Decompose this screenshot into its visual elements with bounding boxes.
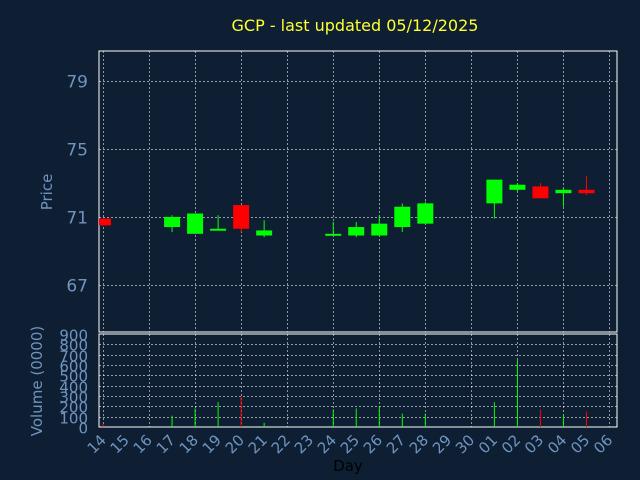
volume-plot-frame xyxy=(98,333,618,428)
price-tick-label: 71 xyxy=(66,209,88,229)
volume-tick-label: 100 xyxy=(59,410,88,428)
candle-body xyxy=(394,206,411,228)
candle-body xyxy=(509,184,526,190)
chart-title: GCP - last updated 05/12/2025 xyxy=(232,16,479,35)
price-axis-label: Price xyxy=(38,174,56,211)
volume-tick-label: 700 xyxy=(59,348,88,366)
candle-body xyxy=(348,227,365,236)
volume-tick-label: 200 xyxy=(59,399,88,417)
volume-tick-label: 900 xyxy=(59,327,88,345)
candle-body xyxy=(164,216,181,228)
candle-body xyxy=(256,230,273,236)
candle-body xyxy=(99,218,111,226)
candle-body xyxy=(371,223,388,236)
x-axis: 1415161718192021222324252627282930010203… xyxy=(84,431,617,457)
candle-body xyxy=(532,186,549,199)
candle-body xyxy=(325,233,342,236)
candle-body xyxy=(417,203,434,224)
candle-body xyxy=(578,189,595,194)
volume-tick-label: 800 xyxy=(59,337,88,355)
price-panel: 67 71 75 79 xyxy=(66,50,618,333)
candle-body xyxy=(187,213,204,234)
volume-tick-label: 500 xyxy=(59,368,88,386)
volume-tick-label: 300 xyxy=(59,389,88,407)
volume-tick-label: 0 xyxy=(78,420,88,438)
volume-axis-label: Volume (0000) xyxy=(28,326,46,436)
price-plot-frame xyxy=(98,50,618,333)
price-tick-label: 67 xyxy=(66,277,88,297)
volume-tick-label: 400 xyxy=(59,379,88,397)
candle-body xyxy=(486,179,503,204)
price-tick-label: 79 xyxy=(66,73,88,93)
volume-tick-label: 600 xyxy=(59,358,88,376)
price-tick-label: 75 xyxy=(66,141,88,161)
candle-body xyxy=(233,205,250,229)
candle-body xyxy=(555,189,572,194)
candle-body xyxy=(210,228,227,231)
x-axis-label: Day xyxy=(333,457,363,475)
day-tick-label: 06 xyxy=(590,431,616,457)
